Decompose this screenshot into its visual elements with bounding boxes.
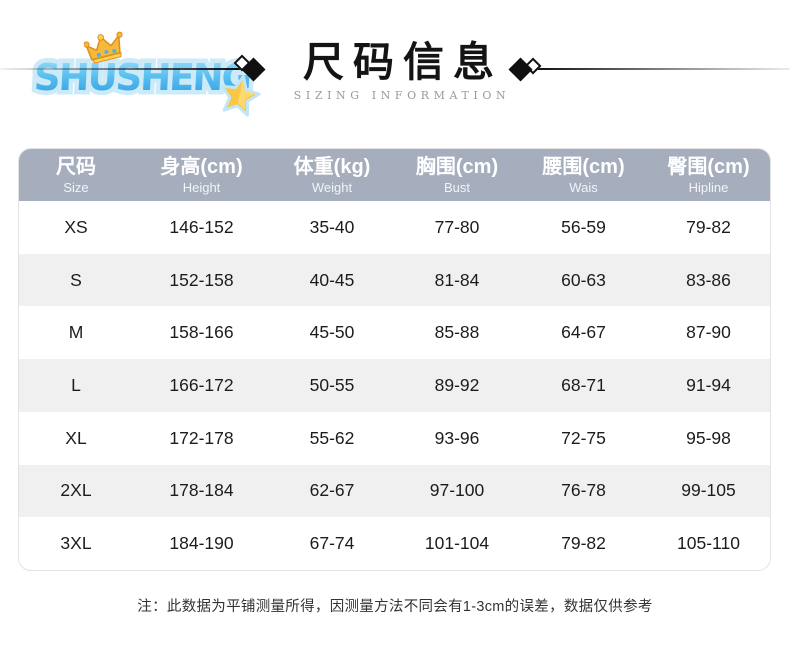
value-cell: 172-178 [169, 427, 234, 448]
column-header: 臀围(cm) Hipline [647, 156, 770, 195]
size-cell: XS [64, 216, 88, 237]
value-cell: 87-90 [686, 322, 731, 343]
value-cell: 79-82 [561, 533, 606, 554]
column-header: 胸围(cm) Bust [394, 156, 520, 195]
value-cell: 56-59 [561, 216, 606, 237]
size-cell: M [68, 322, 84, 343]
size-table: 尺码 Size 身高(cm) Height 体重(kg) Weight 胸围(cm) Bust… [18, 148, 771, 571]
value-cell: 152-158 [169, 269, 234, 290]
value-cell: 35-40 [309, 216, 355, 237]
page-title: 尺码信息 [303, 38, 503, 86]
value-cell: 55-62 [309, 427, 355, 448]
size-cell: S [70, 269, 82, 290]
column-header-en: Bust [443, 179, 470, 195]
star-icon [214, 70, 265, 125]
column-header-zh: 腰围(cm) [542, 155, 625, 178]
value-cell: 76-78 [561, 480, 606, 501]
column-header: 腰围(cm) Wais [520, 156, 647, 195]
column-header-zh: 尺码 [56, 155, 96, 178]
value-cell: 64-67 [561, 322, 606, 343]
table-row: XS 146-152 35-40 77-80 56-59 79-82 [19, 201, 770, 254]
column-header: 体重(kg) Weight [270, 156, 394, 195]
size-cell: XL [65, 427, 87, 448]
column-header-zh: 体重(kg) [293, 155, 371, 178]
value-cell: 83-86 [686, 269, 731, 290]
right-divider-line [536, 68, 790, 70]
value-cell: 79-82 [686, 216, 731, 237]
column-header-en: Weight [311, 179, 353, 195]
table-row: 3XL 184-190 67-74 101-104 79-82 105-110 [19, 517, 770, 570]
value-cell: 93-96 [434, 427, 480, 448]
value-cell: 105-110 [677, 533, 740, 554]
brand-logo: SHUSHENG SHUSHENG [20, 31, 261, 120]
value-cell: 40-45 [309, 269, 355, 290]
column-header-zh: 胸围(cm) [415, 155, 499, 178]
value-cell: 97-100 [429, 480, 485, 501]
title-block: 尺码信息 SIZING INFORMATION [280, 38, 520, 103]
size-cell: 2XL [60, 480, 92, 501]
table-body: XS 146-152 35-40 77-80 56-59 79-82 S 152-158 40-… [19, 201, 770, 570]
value-cell: 81-84 [434, 269, 480, 290]
table-header-row: 尺码 Size 身高(cm) Height 体重(kg) Weight 胸围(cm) Bust… [19, 149, 770, 201]
size-cell: L [71, 375, 81, 396]
value-cell: 95-98 [686, 427, 731, 448]
column-header: 尺码 Size [19, 156, 133, 195]
value-cell: 99-105 [681, 480, 736, 501]
table-row: 2XL 178-184 62-67 97-100 76-78 99-105 [19, 464, 770, 518]
column-header-en: Hipline [688, 179, 729, 195]
left-divider-line [0, 68, 240, 70]
value-cell: 91-94 [686, 375, 731, 396]
value-cell: 62-67 [309, 480, 355, 501]
value-cell: 60-63 [561, 269, 606, 290]
value-cell: 166-172 [169, 375, 234, 396]
page-subtitle: SIZING INFORMATION [293, 89, 511, 103]
column-header-zh: 臀围(cm) [667, 155, 750, 178]
value-cell: 67-74 [309, 533, 355, 554]
crown-icon [82, 29, 129, 73]
table-row: M 158-166 45-50 85-88 64-67 87-90 [19, 306, 770, 359]
value-cell: 68-71 [561, 375, 606, 396]
column-header-en: Wais [569, 179, 598, 195]
measurement-note: 注：此数据为平铺测量所得，因测量方法不同会有1-3cm的误差，数据仅供参考 [137, 599, 653, 615]
size-cell: 3XL [60, 533, 92, 554]
column-header-zh: 身高(cm) [160, 155, 243, 178]
column-header-en: Size [63, 179, 89, 195]
value-cell: 50-55 [309, 375, 355, 396]
value-cell: 85-88 [434, 322, 480, 343]
value-cell: 184-190 [169, 533, 234, 554]
value-cell: 72-75 [561, 427, 606, 448]
value-cell: 146-152 [169, 216, 234, 237]
value-cell: 158-166 [169, 322, 234, 343]
value-cell: 77-80 [434, 216, 480, 237]
value-cell: 101-104 [424, 533, 490, 554]
column-header-en: Height [182, 179, 221, 195]
value-cell: 178-184 [169, 480, 234, 501]
table-row: XL 172-178 55-62 93-96 72-75 95-98 [19, 412, 770, 465]
column-header: 身高(cm) Height [133, 156, 270, 195]
value-cell: 45-50 [309, 322, 355, 343]
page-header: SHUSHENG SHUSHENG [0, 0, 790, 140]
table-row: S 152-158 40-45 81-84 60-63 83-86 [19, 253, 770, 307]
value-cell: 89-92 [434, 375, 480, 396]
table-row: L 166-172 50-55 89-92 68-71 91-94 [19, 359, 770, 412]
